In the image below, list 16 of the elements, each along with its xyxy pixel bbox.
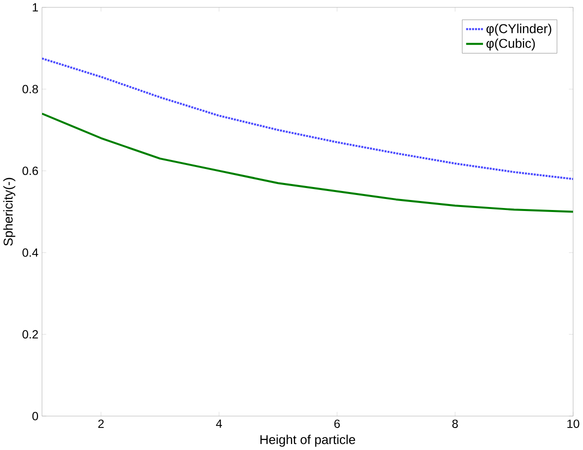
- y-tick-label: 0.8: [22, 84, 38, 94]
- x-axis-title: Height of particle: [260, 434, 356, 447]
- x-tick-label: 4: [216, 420, 222, 428]
- y-axis-title: Sphericity(-): [3, 178, 16, 246]
- y-tick-label: 0.6: [22, 166, 38, 176]
- x-tick-label: 10: [567, 420, 580, 428]
- x-tick-label: 8: [452, 420, 458, 428]
- line-series: [42, 57, 574, 180]
- x-tick-label: 6: [334, 420, 340, 428]
- x-tick-label: 2: [98, 420, 104, 428]
- y-tick-label: 0: [32, 412, 38, 420]
- legend-label: φ(Cubic): [486, 38, 535, 50]
- y-tick-label: 0.2: [22, 330, 38, 339]
- y-tick-label: 1: [32, 3, 38, 12]
- legend-label: φ(CYlinder): [486, 24, 552, 36]
- y-tick-label: 0.4: [22, 248, 38, 257]
